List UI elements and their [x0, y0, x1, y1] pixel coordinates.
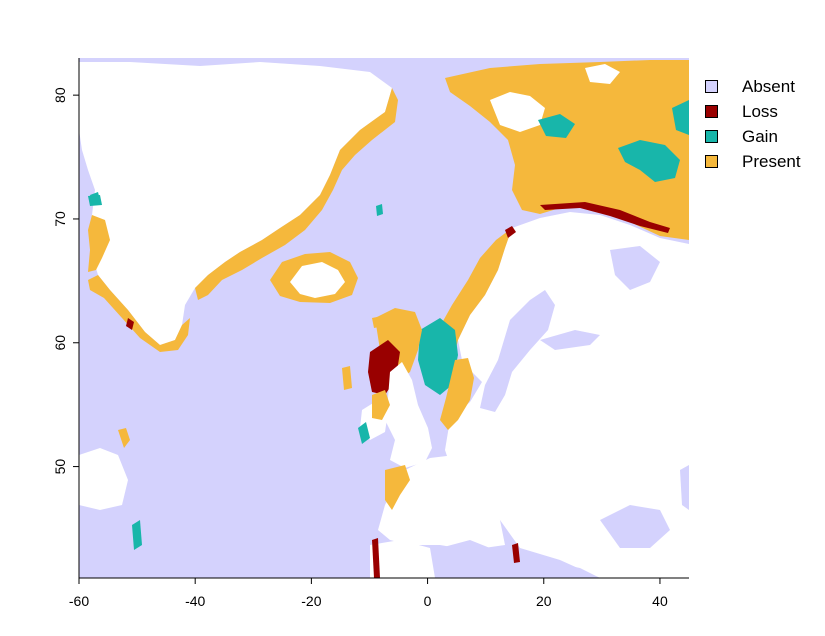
arctic-loss-strip: [540, 202, 670, 233]
legend-item: Absent: [705, 74, 801, 99]
greenland-loss-south: [126, 318, 134, 330]
x-tick-label: 20: [536, 593, 552, 609]
faroe-present: [372, 316, 384, 328]
svalbard-landmass: [490, 92, 545, 132]
med-loss: [512, 543, 520, 563]
legend-item: Loss: [705, 99, 801, 124]
greenland-present-south: [88, 275, 190, 352]
britain-present-edge: [372, 390, 390, 420]
skagerrak-present: [440, 358, 474, 430]
skagerrak-gain: [418, 318, 458, 395]
rockall-present: [342, 366, 352, 390]
na-present-coast: [118, 428, 130, 448]
x-tick-label: 0: [424, 593, 432, 609]
arctic-gain-patch: [538, 114, 575, 138]
britain-landmass: [385, 362, 432, 468]
x-tick-label: -40: [185, 593, 205, 609]
greenland-present-coast: [195, 88, 398, 300]
north-america-landmass: [79, 448, 128, 510]
gulf-of-finland-absent: [540, 330, 600, 350]
europe-landmass: [378, 455, 505, 550]
iceland-landmass: [290, 262, 345, 298]
biscay-loss: [372, 538, 380, 578]
franz-josef-landmass: [585, 64, 620, 84]
na-gain-patch-2: [90, 192, 100, 202]
y-tick-label: 60: [52, 335, 68, 351]
iberia-landmass: [370, 540, 435, 578]
mediterranean-absent: [440, 540, 600, 578]
norway-loss-coast: [505, 226, 516, 238]
legend-swatch: [705, 80, 718, 93]
europe-present-coast: [385, 465, 410, 510]
legend: Absent Loss Gain Present: [705, 74, 801, 174]
arctic-gain-east: [672, 100, 689, 135]
legend-label: Loss: [742, 102, 778, 121]
na-gain-patch: [132, 520, 142, 550]
x-tick-label: 40: [652, 593, 668, 609]
jan-mayen-gain: [376, 204, 383, 216]
x-tick-label: -20: [301, 593, 321, 609]
legend-item: Present: [705, 149, 801, 174]
legend-swatch: [705, 155, 718, 168]
y-tick-label: 80: [52, 87, 68, 103]
irish-sea-gain: [358, 422, 370, 444]
x-tick-label: -60: [69, 593, 89, 609]
legend-label: Gain: [742, 127, 778, 146]
legend-swatch: [705, 105, 718, 118]
white-sea-absent: [610, 246, 660, 290]
legend-item: Gain: [705, 124, 801, 149]
greenland-present-west: [88, 215, 110, 272]
baltic-absent: [480, 290, 555, 412]
caspian-absent: [680, 465, 689, 510]
scandinavia-landmass: [445, 212, 689, 578]
y-tick-label: 50: [52, 459, 68, 475]
legend-swatch: [705, 130, 718, 143]
novaya-zemlya-gain: [618, 140, 680, 182]
y-tick-label: 70: [52, 211, 68, 227]
black-sea-absent: [600, 505, 670, 548]
legend-label: Present: [742, 152, 801, 171]
greenland-landmass: [79, 62, 392, 345]
legend-label: Absent: [742, 77, 795, 96]
